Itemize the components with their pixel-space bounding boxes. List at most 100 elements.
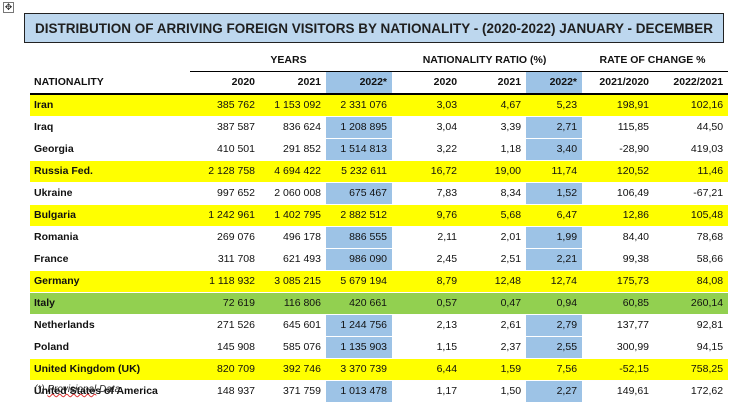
value-cell-c2021: 12,86 (582, 204, 655, 227)
nationality-cell: Germany (30, 270, 190, 293)
value-cell-r2022: 11,74 (526, 160, 583, 183)
value-cell-r2022: 3,40 (526, 138, 583, 161)
value-cell-y2021: 836 624 (260, 116, 326, 139)
value-cell-y2020: 387 587 (190, 116, 260, 139)
value-cell-r2022: 0,94 (526, 292, 583, 315)
value-cell-r2022: 6,47 (526, 204, 583, 227)
value-cell-r2021: 0,47 (462, 292, 527, 315)
nationality-cell: Iran (30, 94, 190, 117)
nationality-cell: Romania (30, 226, 190, 249)
value-cell-y2022: 1 514 813 (326, 138, 393, 161)
value-cell-y2020: 148 937 (190, 380, 260, 403)
value-cell-c2022: 11,46 (654, 160, 729, 183)
value-cell-y2021: 1 402 795 (260, 204, 326, 227)
table-title: DISTRIBUTION OF ARRIVING FOREIGN VISITOR… (24, 13, 724, 43)
nationality-cell: Poland (30, 336, 190, 359)
value-cell-c2021: 84,40 (582, 226, 655, 249)
value-cell-y2021: 585 076 (260, 336, 326, 359)
value-cell-r2022: 12,74 (526, 270, 583, 293)
value-cell-y2022: 1 244 756 (326, 314, 393, 337)
value-cell-c2022: 172,62 (654, 380, 729, 403)
value-cell-c2021: 60,85 (582, 292, 655, 315)
value-cell-y2022: 5 232 611 (326, 160, 393, 183)
value-cell-r2021: 1,50 (462, 380, 527, 403)
table-row: Bulgaria 1 242 961 1 402 795 2 882 512 9,76 5… (30, 204, 729, 227)
value-cell-c2021: 300,99 (582, 336, 655, 359)
value-cell-r2022: 5,23 (526, 94, 583, 117)
value-cell-r2021: 1,59 (462, 358, 527, 381)
value-cell-c2022: 78,68 (654, 226, 729, 249)
value-cell-r2020: 7,83 (392, 182, 463, 205)
value-cell-c2021: 137,77 (582, 314, 655, 337)
value-cell-r2022: 2,71 (526, 116, 583, 139)
nationality-cell: Ukraine (30, 182, 190, 205)
col-r2020: 2020 (392, 71, 463, 95)
value-cell-y2021: 3 085 215 (260, 270, 326, 293)
value-cell-y2021: 2 060 008 (260, 182, 326, 205)
value-cell-y2020: 1 242 961 (190, 204, 260, 227)
value-cell-y2021: 645 601 (260, 314, 326, 337)
value-cell-y2022: 2 882 512 (326, 204, 393, 227)
value-cell-r2020: 1,17 (392, 380, 463, 403)
group-header-row: YEARS NATIONALITY RATIO (%) RATE OF CHAN… (30, 50, 729, 72)
value-cell-c2022: 105,48 (654, 204, 729, 227)
table-row: Georgia 410 501 291 852 1 514 813 3,22 1,18 3,… (30, 138, 729, 161)
table-row: United States of America 148 937 371 759 1 … (30, 380, 729, 403)
value-cell-r2021: 19,00 (462, 160, 527, 183)
nationality-cell: Russia Fed. (30, 160, 190, 183)
value-cell-y2022: 3 370 739 (326, 358, 393, 381)
value-cell-r2020: 3,22 (392, 138, 463, 161)
value-cell-r2020: 0,57 (392, 292, 463, 315)
value-cell-y2022: 420 661 (326, 292, 393, 315)
value-cell-y2020: 820 709 (190, 358, 260, 381)
nationality-cell: Iraq (30, 116, 190, 139)
col-nationality: NATIONALITY (30, 71, 190, 95)
value-cell-r2022: 7,56 (526, 358, 583, 381)
table-row: Iran 385 762 1 153 092 2 331 076 3,03 4,67 5,2… (30, 94, 729, 117)
value-cell-c2021: -28,90 (582, 138, 655, 161)
col-c2022: 2022/2021 (654, 71, 729, 95)
value-cell-y2022: 675 467 (326, 182, 393, 205)
col-c2021: 2021/2020 (582, 71, 655, 95)
value-cell-y2022: 1 135 903 (326, 336, 393, 359)
value-cell-y2022: 2 331 076 (326, 94, 393, 117)
value-cell-y2020: 271 526 (190, 314, 260, 337)
value-cell-r2020: 2,45 (392, 248, 463, 271)
value-cell-y2022: 1 013 478 (326, 380, 393, 403)
value-cell-r2020: 1,15 (392, 336, 463, 359)
col-y2020: 2020 (190, 71, 260, 95)
value-cell-r2020: 3,04 (392, 116, 463, 139)
table-move-handle-icon[interactable]: ✥ (3, 2, 14, 13)
footnote: (*) Provisional Data. (34, 384, 123, 395)
value-cell-c2022: 92,81 (654, 314, 729, 337)
value-cell-y2021: 291 852 (260, 138, 326, 161)
footnote-spellcheck-word: Provisional (47, 384, 97, 395)
value-cell-c2022: 758,25 (654, 358, 729, 381)
nationality-cell: Italy (30, 292, 190, 315)
col-r2022: 2022* (526, 71, 583, 95)
value-cell-r2020: 9,76 (392, 204, 463, 227)
value-cell-y2021: 496 178 (260, 226, 326, 249)
value-cell-r2020: 2,13 (392, 314, 463, 337)
value-cell-r2021: 2,37 (462, 336, 527, 359)
value-cell-c2022: 419,03 (654, 138, 729, 161)
value-cell-y2020: 410 501 (190, 138, 260, 161)
years-group-header: YEARS (190, 50, 393, 72)
value-cell-r2022: 1,52 (526, 182, 583, 205)
table-row: Netherlands 271 526 645 601 1 244 756 2,13 2,… (30, 314, 729, 337)
value-cell-c2021: 99,38 (582, 248, 655, 271)
value-cell-y2021: 1 153 092 (260, 94, 326, 117)
value-cell-r2022: 2,55 (526, 336, 583, 359)
table-title-text: DISTRIBUTION OF ARRIVING FOREIGN VISITOR… (34, 20, 714, 36)
nationality-cell: Georgia (30, 138, 190, 161)
value-cell-y2020: 385 762 (190, 94, 260, 117)
value-cell-y2022: 986 090 (326, 248, 393, 271)
value-cell-y2021: 371 759 (260, 380, 326, 403)
value-cell-c2022: 102,16 (654, 94, 729, 117)
value-cell-r2021: 5,68 (462, 204, 527, 227)
value-cell-c2022: 260,14 (654, 292, 729, 315)
ratio-group-header: NATIONALITY RATIO (%) (392, 50, 583, 72)
value-cell-c2021: 149,61 (582, 380, 655, 403)
value-cell-c2022: 94,15 (654, 336, 729, 359)
nationality-cell: United States of America (30, 380, 190, 403)
